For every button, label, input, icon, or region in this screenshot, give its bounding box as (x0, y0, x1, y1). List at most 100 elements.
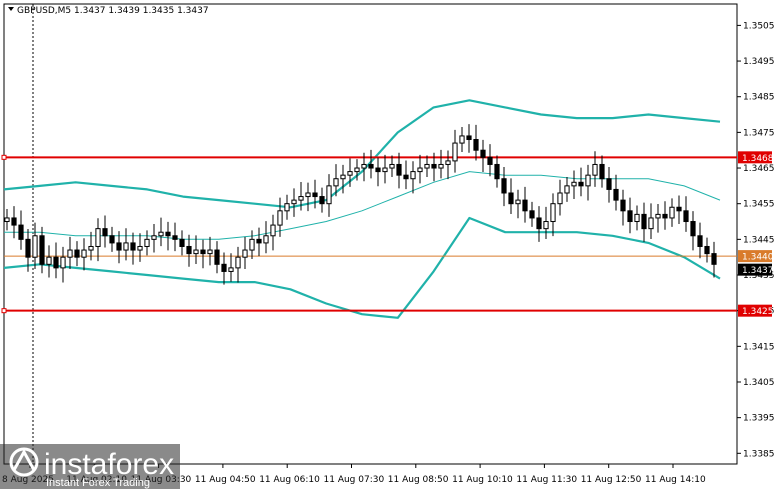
candle (179, 230, 185, 256)
candle (522, 186, 528, 223)
instaforex-watermark: instaforex Instant Forex Trading (0, 444, 180, 489)
candle (270, 214, 276, 251)
candle (284, 194, 290, 220)
y-tick-label: 1.3445 (743, 235, 775, 245)
candle (88, 231, 94, 261)
candle (564, 176, 570, 202)
level-price-tag: 1.3468 (738, 151, 774, 164)
candle (144, 230, 150, 256)
candle (214, 241, 220, 274)
candle (389, 155, 395, 177)
candle (305, 182, 311, 212)
level-price-tag: 1.3425 (738, 304, 774, 317)
y-tick-label: 1.3495 (743, 57, 775, 67)
candle (578, 167, 584, 197)
candle (438, 149, 444, 179)
candle (18, 210, 24, 250)
watermark-tagline: Instant Forex Trading (46, 477, 150, 489)
candle (319, 187, 325, 213)
candle (403, 160, 409, 190)
candle (67, 236, 73, 269)
y-tick-label: 1.3435 (743, 271, 775, 281)
candle (508, 178, 514, 215)
candle (599, 155, 605, 188)
y-tick-label: 1.3465 (743, 164, 775, 174)
level-handle[interactable] (1, 308, 7, 314)
candle (543, 206, 549, 239)
y-tick-label: 1.3395 (743, 414, 775, 424)
candle (592, 151, 598, 187)
y-tick-label: 1.3505 (743, 21, 775, 31)
plot-frame (3, 3, 738, 465)
candle (487, 144, 493, 177)
candle (634, 205, 640, 231)
candle (550, 193, 556, 237)
svg-text:1.3425: 1.3425 (742, 307, 774, 317)
candle (662, 201, 668, 230)
candle (697, 222, 703, 259)
candle (473, 124, 479, 161)
candle (669, 198, 675, 227)
x-tick-label: 11 Aug 12:50 (581, 475, 642, 485)
watermark-brand: instaforex (44, 448, 174, 481)
candle (74, 241, 80, 267)
candle (263, 221, 269, 254)
candle (452, 129, 458, 173)
candle (613, 174, 619, 211)
candle (557, 179, 563, 216)
candle (109, 226, 115, 252)
y-tick-label: 1.3385 (743, 449, 775, 459)
candle (424, 155, 430, 177)
candle (515, 189, 521, 219)
candle (200, 239, 206, 269)
candle (536, 206, 542, 242)
candle (627, 197, 633, 234)
dropdown-triangle-icon[interactable] (8, 7, 14, 11)
candle (676, 195, 682, 225)
candle (165, 221, 171, 251)
candle (655, 204, 661, 233)
candle (382, 154, 388, 184)
svg-text:1.3437: 1.3437 (742, 266, 774, 276)
candle (648, 203, 654, 239)
candle (641, 202, 647, 242)
candle (711, 241, 717, 278)
level-handle[interactable] (1, 154, 7, 160)
x-tick-label: 11 Aug 04:50 (195, 475, 256, 485)
candle (431, 152, 437, 182)
x-tick-label: 11 Aug 11:30 (516, 475, 577, 485)
candle (501, 166, 507, 207)
candle (95, 218, 101, 262)
candle (46, 245, 52, 278)
candle (375, 157, 381, 187)
candle (186, 234, 192, 267)
candle (291, 188, 297, 217)
candle (704, 237, 710, 263)
candle (60, 246, 66, 283)
candle (571, 170, 577, 200)
price-tags: 1.3468 1.3425 1.3440 1.3437 (738, 151, 774, 317)
candle (690, 211, 696, 251)
candle (466, 124, 472, 153)
candle (459, 127, 465, 152)
x-tick-label: 11 Aug 14:10 (645, 475, 706, 485)
candle (277, 197, 283, 237)
candle (298, 181, 304, 211)
candle (585, 164, 591, 201)
candle (410, 161, 416, 194)
bollinger-lower-line (3, 216, 721, 319)
candlesticks (4, 124, 717, 285)
candle (32, 222, 38, 269)
y-tick-label: 1.3475 (743, 128, 775, 138)
candle (396, 152, 402, 189)
bollinger-upper-line (3, 99, 721, 209)
candle (606, 166, 612, 203)
symbol-header: GBPUSD,M5 1.3437 1.3439 1.3435 1.3437 (8, 6, 209, 16)
candle (417, 154, 423, 184)
y-tick-label: 1.3485 (743, 93, 775, 103)
candle (620, 189, 626, 226)
candle (137, 233, 143, 262)
candle (683, 196, 689, 232)
candle (158, 217, 164, 247)
